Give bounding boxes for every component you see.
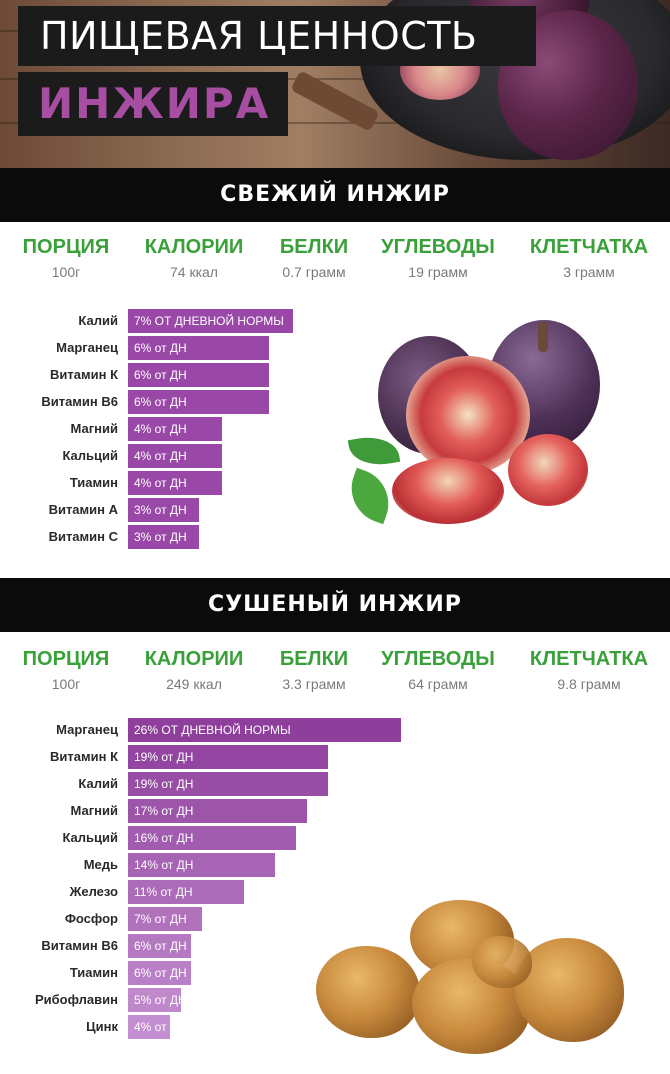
nutrition-label: УГЛЕВОДЫ <box>381 648 495 670</box>
nutrition-item: УГЛЕВОДЫ 64 грамм <box>372 648 504 694</box>
nutrition-value: 249 ккал <box>166 676 222 692</box>
page-title: ПИЩЕВАЯ ЦЕННОСТЬ <box>18 6 536 66</box>
bar-mark: 3% от ДН <box>128 525 199 549</box>
section-title-fresh: СВЕЖИЙ ИНЖИР <box>0 168 670 222</box>
bar-mark: 3% от ДН <box>128 498 199 522</box>
nutrition-item: УГЛЕВОДЫ 19 грамм <box>372 236 504 282</box>
bar-mark: 6% от ДН <box>128 961 191 985</box>
bar-mark: 17% от ДН <box>128 799 307 823</box>
bar-category-label: Тиамин <box>69 965 118 980</box>
bar-mark: 26% ОТ ДНЕВНОЙ НОРМЫ <box>128 718 401 742</box>
nutrition-item: ПОРЦИЯ 100г <box>10 236 122 282</box>
nutrition-value: 64 грамм <box>408 676 468 692</box>
nutrition-label: БЕЛКИ <box>279 236 349 258</box>
bar-mark: 14% от ДН <box>128 853 275 877</box>
nutrition-value: 3.3 грамм <box>282 676 346 692</box>
page-subtitle: ИНЖИРА <box>18 72 288 136</box>
nutrition-value: 100г <box>51 676 81 692</box>
nutrition-value: 74 ккал <box>170 264 218 280</box>
bar-mark: 19% от ДН <box>128 772 328 796</box>
bar-mark: 16% от ДН <box>128 826 296 850</box>
bar-category-label: Железо <box>69 884 118 899</box>
nutrition-label: БЕЛКИ <box>279 648 349 670</box>
section-title-dried: СУШЕНЫЙ ИНЖИР <box>0 578 670 632</box>
bar-mark: 4% от ДН <box>128 417 222 441</box>
nutrition-item: БЕЛКИ 0.7 грамм <box>262 236 366 282</box>
bar-category-label: Тиамин <box>69 475 118 490</box>
bar-category-label: Медь <box>83 857 118 872</box>
bar-category-label: Кальций <box>62 448 118 463</box>
nutrition-item: КАЛОРИИ 74 ккал <box>130 236 258 282</box>
bar-mark: 5% от ДН <box>128 988 187 1012</box>
bar-mark: 7% ОТ ДНЕВНОЙ НОРМЫ <box>128 309 293 333</box>
nutrition-value: 3 грамм <box>563 264 615 280</box>
bar-category-label: Марганец <box>56 340 118 355</box>
bar-mark: 6% от ДН <box>128 363 269 387</box>
bar-category-label: Марганец <box>56 722 118 737</box>
bar-category-label: Кальций <box>62 830 118 845</box>
bar-category-label: Фосфор <box>64 911 118 926</box>
bar-category-label: Калий <box>78 313 118 328</box>
bar-mark: 6% от ДН <box>128 934 191 958</box>
bar-mark: 6% от ДН <box>128 390 269 414</box>
nutrition-item: КЛЕТЧАТКА 3 грамм <box>518 236 660 282</box>
nutrition-item: БЕЛКИ 3.3 грамм <box>262 648 366 694</box>
bar-category-label: Рибофлавин <box>34 992 118 1007</box>
nutrition-value: 19 грамм <box>408 264 468 280</box>
nutrition-label: КЛЕТЧАТКА <box>529 236 649 258</box>
bar-category-label: Цинк <box>86 1019 118 1034</box>
nutrition-label: КАЛОРИИ <box>144 648 244 670</box>
nutrition-item: КАЛОРИИ 249 ккал <box>130 648 258 694</box>
nutrition-value: 0.7 грамм <box>282 264 346 280</box>
nutrition-value: 9.8 грамм <box>557 676 621 692</box>
bar-category-label: Магний <box>70 421 118 436</box>
nutrition-label: КЛЕТЧАТКА <box>529 648 649 670</box>
nutrition-label: УГЛЕВОДЫ <box>381 236 495 258</box>
bar-category-label: Витамин В6 <box>41 938 118 953</box>
nutrition-item: ПОРЦИЯ 100г <box>10 648 122 694</box>
nutrition-label: ПОРЦИЯ <box>22 236 110 258</box>
bar-category-label: Витамин В6 <box>41 394 118 409</box>
bar-mark: 4% от ДН <box>128 1015 187 1039</box>
bar-category-label: Витамин А <box>48 502 118 517</box>
bar-mark: 6% от ДН <box>128 336 269 360</box>
bar-category-label: Витамин К <box>50 749 118 764</box>
nutrition-value: 100г <box>51 264 81 280</box>
nutrition-item: КЛЕТЧАТКА 9.8 грамм <box>518 648 660 694</box>
bar-mark: 7% от ДН <box>128 907 202 931</box>
nutrition-label: ПОРЦИЯ <box>22 648 110 670</box>
nutrition-label: КАЛОРИИ <box>144 236 244 258</box>
bar-mark: 4% от ДН <box>128 471 222 495</box>
bar-mark: 4% от ДН <box>128 444 222 468</box>
bar-category-label: Витамин С <box>48 529 118 544</box>
bar-category-label: Магний <box>70 803 118 818</box>
bar-mark: 11% от ДН <box>128 880 244 904</box>
bar-mark: 19% от ДН <box>128 745 328 769</box>
bar-category-label: Витамин К <box>50 367 118 382</box>
bar-category-label: Калий <box>78 776 118 791</box>
